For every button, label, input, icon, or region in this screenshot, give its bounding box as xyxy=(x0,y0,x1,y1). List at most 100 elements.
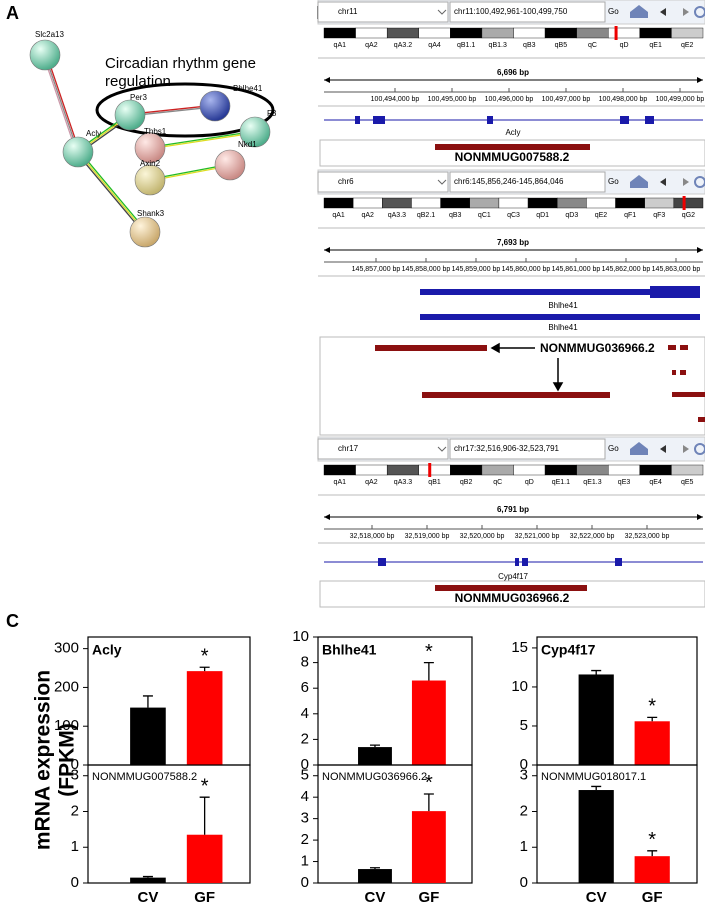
y-axis-title-line: mRNA expression xyxy=(32,670,55,850)
current-region xyxy=(614,26,618,40)
chrom-name: chr17 xyxy=(338,444,359,453)
go-button[interactable]: Go xyxy=(608,7,619,16)
coord-label: 100,497,000 bp xyxy=(542,96,591,103)
fwd-icon xyxy=(683,8,689,16)
chromosome-band xyxy=(513,464,546,476)
chromosome-band xyxy=(608,27,641,39)
network-node xyxy=(29,39,61,71)
band-label: qD xyxy=(620,42,629,49)
band-label: qG2 xyxy=(682,212,695,219)
band-label: qA1 xyxy=(332,212,345,219)
annotation: Circadian rhythm gene xyxy=(105,55,256,72)
error-bar xyxy=(591,669,602,675)
error-bar xyxy=(199,796,210,835)
chrom-select xyxy=(317,171,449,193)
y-tick-label: 2 xyxy=(301,831,309,848)
exon xyxy=(620,116,629,124)
track-box xyxy=(319,139,705,167)
chromosome-band xyxy=(418,464,451,476)
chromosome-band xyxy=(544,27,577,39)
y-tick-label: 0 xyxy=(301,874,309,891)
span-label: 6,791 bp xyxy=(497,505,529,514)
band-label: qC1 xyxy=(478,212,491,219)
band-label: qB2.1 xyxy=(417,212,435,219)
band-label: qD1 xyxy=(536,212,549,219)
coord-label: 145,862,000 bp xyxy=(602,266,651,273)
band-label: qA3.3 xyxy=(388,212,406,219)
y-axis-title-line: (FPKM) xyxy=(56,723,79,796)
current-region xyxy=(682,196,686,210)
lnc-bar xyxy=(672,392,705,397)
chart-title: NONMMUG007588.2 xyxy=(92,771,197,783)
network-edge xyxy=(149,130,255,148)
chromosome-band xyxy=(513,27,546,39)
chart-title: Cyp4f17 xyxy=(541,642,596,658)
go-button[interactable]: Go xyxy=(608,177,619,186)
gene-name: Cyp4f17 xyxy=(498,572,528,581)
chromosome-band xyxy=(557,197,587,209)
chromosome-band xyxy=(671,27,704,39)
gene-bar xyxy=(420,289,700,295)
band-label: qD xyxy=(525,479,534,486)
network-edge xyxy=(150,132,256,150)
chromosome-band xyxy=(469,197,500,209)
locus-box xyxy=(449,1,606,23)
network-node xyxy=(114,99,146,131)
band-label: qF1 xyxy=(624,212,636,219)
coord-label: 32,521,000 bp xyxy=(515,533,560,540)
node-label: F3 xyxy=(267,109,277,118)
plot-frame xyxy=(87,764,251,884)
network-edge xyxy=(77,151,146,233)
node-label: Axin2 xyxy=(140,159,161,168)
coord-label: 145,861,000 bp xyxy=(552,266,601,273)
back-icon xyxy=(660,8,666,16)
dropdown-arrow xyxy=(437,179,447,185)
chromosome-band xyxy=(527,197,558,209)
panel-label: C xyxy=(6,611,19,631)
band-label: qA3.3 xyxy=(394,479,412,486)
chromosome-band xyxy=(352,197,383,209)
coord-label: 145,863,000 bp xyxy=(652,266,701,273)
error-bar xyxy=(142,875,153,878)
dropdown-arrow xyxy=(437,446,447,452)
band-label: qB3 xyxy=(449,212,462,219)
band-label: qC3 xyxy=(507,212,520,219)
exon xyxy=(487,116,493,124)
lnc-bar xyxy=(698,417,705,422)
y-tick-label: 0 xyxy=(520,756,528,773)
y-tick-label: 3 xyxy=(520,767,528,784)
bar xyxy=(358,869,392,883)
band-label: qB5 xyxy=(555,42,568,49)
band-label: qE1.1 xyxy=(552,479,570,486)
chromosome-band xyxy=(450,464,483,476)
band-label: qA4 xyxy=(428,42,441,49)
node-label: Per3 xyxy=(130,93,147,102)
arrow xyxy=(552,358,564,392)
band-label: qE2 xyxy=(681,42,694,49)
y-tick-label: 10 xyxy=(511,678,528,695)
y-tick-label: 0 xyxy=(520,874,528,891)
go-button[interactable]: Go xyxy=(608,444,619,453)
plot-frame xyxy=(536,764,698,884)
lnc-bar xyxy=(672,370,676,375)
locus-text: chr17:32,516,906-32,523,791 xyxy=(454,444,560,453)
track-box xyxy=(319,580,705,608)
locus-text: chr6:145,856,246-145,864,046 xyxy=(454,177,564,186)
coord-label: 32,522,000 bp xyxy=(570,533,615,540)
chromosome-band xyxy=(639,27,672,39)
band-label: qE5 xyxy=(681,479,694,486)
significance-mark: * xyxy=(425,772,433,794)
error-bar xyxy=(423,661,434,681)
gene-name: Bhlhe41 xyxy=(548,301,578,310)
chart-title: NONMMUG036966.2 xyxy=(322,771,427,783)
back-icon xyxy=(660,178,666,186)
bar xyxy=(358,747,392,765)
y-tick-label: 1 xyxy=(71,838,79,855)
chromosome-band xyxy=(608,464,641,476)
chromosome-band xyxy=(418,27,451,39)
band-label: qF3 xyxy=(653,212,665,219)
x-tick-label: GF xyxy=(642,889,663,906)
coord-label: 100,495,000 bp xyxy=(428,96,477,103)
gene-name: Acly xyxy=(505,128,520,137)
coord-label: 145,858,000 bp xyxy=(402,266,451,273)
